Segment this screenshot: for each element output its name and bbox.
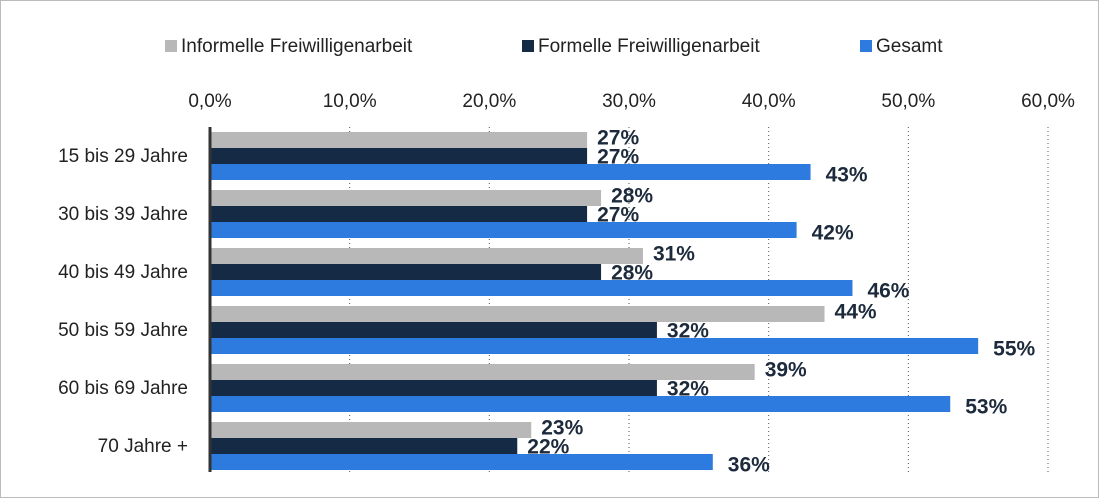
- y-tick-label: 40 bis 49 Jahre: [58, 262, 188, 283]
- y-tick-label: 30 bis 39 Jahre: [58, 204, 188, 225]
- bar: [210, 222, 797, 238]
- bar: [210, 422, 532, 438]
- value-label: 22%: [527, 436, 569, 459]
- legend-swatch: [860, 40, 872, 52]
- bar: [210, 206, 588, 222]
- x-tick-label: 30,0%: [602, 91, 656, 112]
- value-label: 32%: [667, 378, 709, 401]
- value-label: 28%: [611, 262, 653, 285]
- value-label: 55%: [993, 338, 1035, 361]
- bar: [210, 248, 643, 264]
- bar: [210, 380, 657, 396]
- value-label: 28%: [611, 185, 653, 208]
- value-label: 23%: [541, 417, 583, 440]
- bar: [210, 438, 518, 454]
- legend-swatch: [522, 40, 534, 52]
- value-label: 53%: [965, 396, 1007, 419]
- x-tick-label: 0,0%: [188, 91, 231, 112]
- legend-label: Informelle Freiwilligenarbeit: [181, 36, 413, 57]
- x-tick-label: 20,0%: [462, 91, 516, 112]
- bar: [210, 264, 602, 280]
- value-label: 36%: [728, 454, 770, 477]
- x-tick-label: 60,0%: [1021, 91, 1075, 112]
- y-tick-label: 50 bis 59 Jahre: [58, 320, 188, 341]
- x-tick-label: 10,0%: [323, 91, 377, 112]
- bar: [210, 454, 713, 470]
- bar: [210, 306, 825, 322]
- x-tick-label: 40,0%: [742, 91, 796, 112]
- value-label: 27%: [597, 204, 639, 227]
- value-label: 39%: [765, 359, 807, 382]
- value-label: 32%: [667, 320, 709, 343]
- value-label: 27%: [597, 127, 639, 150]
- bar: [210, 148, 588, 164]
- legend-swatch: [165, 40, 177, 52]
- legend-label: Formelle Freiwilligenarbeit: [538, 36, 760, 57]
- value-label: 42%: [812, 222, 854, 245]
- bar: [210, 322, 657, 338]
- bar: [210, 364, 755, 380]
- value-label: 27%: [597, 146, 639, 169]
- value-label: 46%: [867, 280, 909, 303]
- value-label: 43%: [826, 164, 868, 187]
- x-tick-label: 50,0%: [881, 91, 935, 112]
- y-tick-label: 15 bis 29 Jahre: [58, 146, 188, 167]
- legend-label: Gesamt: [876, 36, 943, 57]
- bar: [210, 132, 588, 148]
- bar: [210, 338, 979, 354]
- value-label: 44%: [835, 301, 877, 324]
- y-tick-label: 70 Jahre +: [98, 436, 188, 457]
- y-tick-label: 60 bis 69 Jahre: [58, 378, 188, 399]
- bar: [210, 190, 602, 206]
- bar: [210, 164, 811, 180]
- bar: [210, 280, 853, 296]
- value-label: 31%: [653, 243, 695, 266]
- bar: [210, 396, 951, 412]
